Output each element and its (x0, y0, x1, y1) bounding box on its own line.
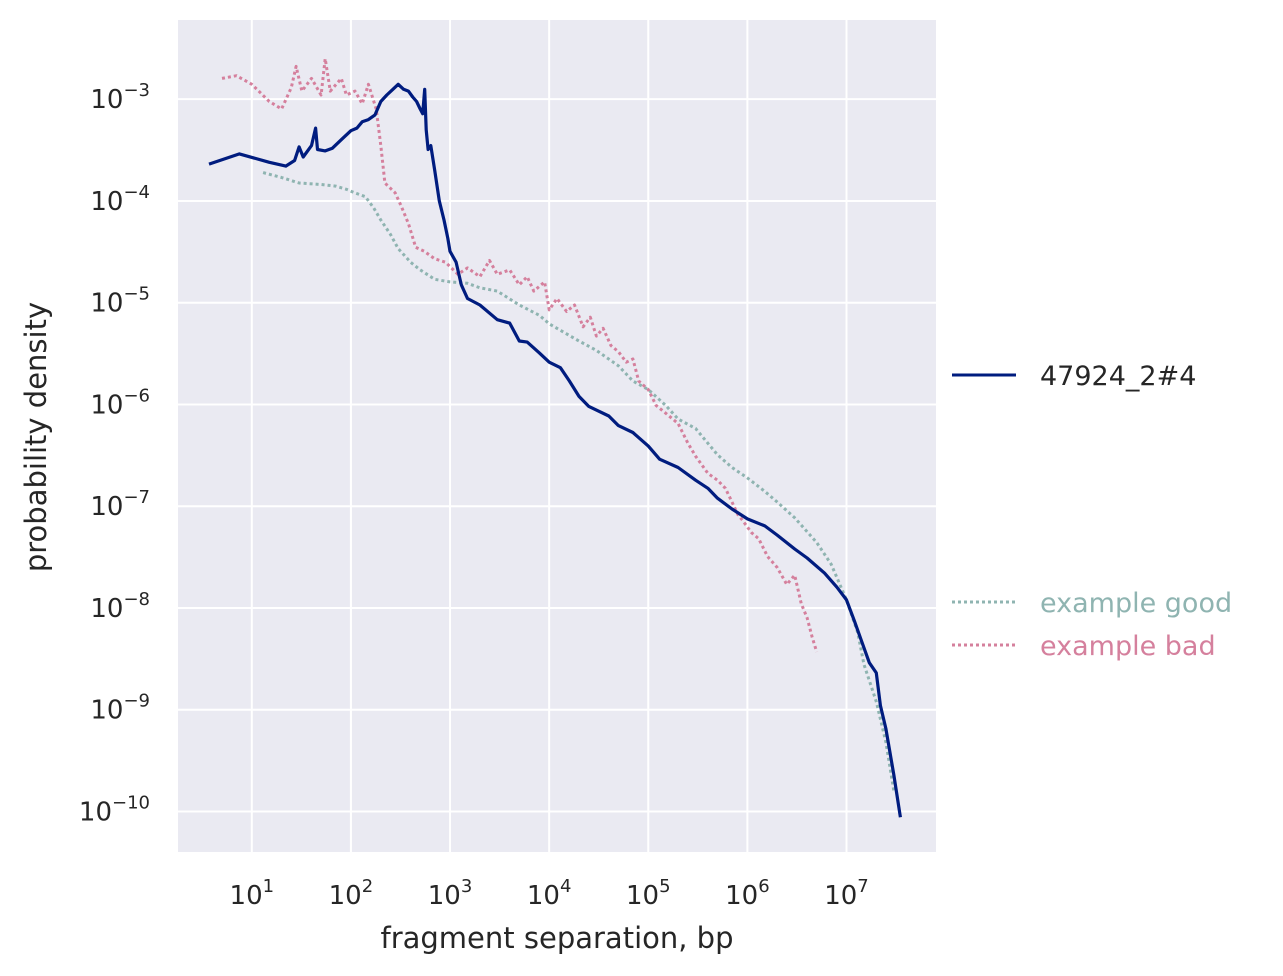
y-tick-label: 10−7 (90, 487, 150, 522)
series-layer (208, 57, 902, 818)
legend-label: example good (1040, 588, 1232, 619)
x-tick-label: 107 (824, 876, 869, 911)
series-line-0 (208, 82, 902, 818)
x-axis-label: fragment separation, bp (381, 921, 734, 955)
y-tick-label: 10−3 (90, 80, 150, 115)
y-tick-label: 10−5 (90, 284, 150, 319)
y-tick-label: 10−6 (90, 385, 150, 420)
y-axis-ticks: 10−3 10−4 10−5 10−6 10−7 10−8 10−9 10−10 (79, 80, 150, 827)
y-tick-label: 10−4 (90, 182, 150, 217)
legend-label: example bad (1040, 631, 1216, 662)
y-tick-label: 10−8 (90, 589, 150, 624)
x-tick-label: 101 (230, 876, 275, 911)
y-tick-label: 10−9 (90, 691, 150, 726)
series-line-2 (221, 57, 819, 653)
x-tick-label: 106 (725, 876, 770, 911)
x-axis-ticks: 101 102 103 104 105 106 107 (230, 876, 869, 911)
plot-background (178, 20, 936, 852)
x-tick-label: 103 (428, 876, 473, 911)
x-tick-label: 105 (626, 876, 671, 911)
y-tick-label: 10−10 (79, 793, 150, 828)
y-axis-label: probability density (19, 302, 53, 572)
x-tick-label: 102 (329, 876, 374, 911)
grid (178, 20, 936, 852)
legend-label: 47924_2#4 (1040, 361, 1196, 392)
series-line-1 (262, 171, 896, 791)
x-tick-label: 104 (527, 876, 572, 911)
